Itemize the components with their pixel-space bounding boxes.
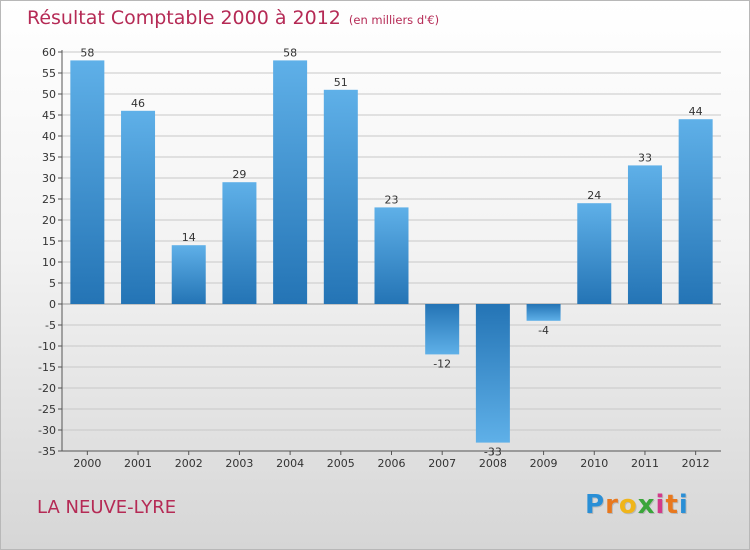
x-tick-label: 2004 [276, 457, 304, 470]
bar-2010 [577, 203, 612, 304]
y-tick-label: -5 [45, 319, 56, 332]
x-tick-label: 2006 [378, 457, 406, 470]
value-label-2004: 58 [283, 46, 297, 59]
value-label-2006: 23 [385, 193, 399, 206]
bar-2012 [678, 119, 713, 304]
y-tick-label: -10 [38, 340, 56, 353]
y-tick-label: -30 [38, 424, 56, 437]
axes-group: 605550454035302520151050-5-10-15-20-25-3… [38, 46, 721, 470]
logo-letter: t [665, 490, 679, 520]
y-tick-label: -15 [38, 361, 56, 374]
y-tick-label: 5 [49, 277, 56, 290]
bar-2003 [222, 182, 257, 304]
value-label-2008: -33 [484, 446, 502, 459]
y-tick-label: 25 [42, 193, 56, 206]
value-label-2001: 46 [131, 97, 145, 110]
title-text: Résultat Comptable 2000 à 2012 [27, 7, 341, 29]
value-label-2011: 33 [638, 151, 652, 164]
value-label-2012: 44 [689, 105, 703, 118]
y-tick-label: 0 [49, 298, 56, 311]
value-label-2002: 14 [182, 231, 196, 244]
y-tick-label: -20 [38, 382, 56, 395]
value-label-2007: -12 [433, 357, 451, 370]
bar-2007 [425, 304, 460, 355]
value-label-2005: 51 [334, 76, 348, 89]
y-tick-label: 30 [42, 172, 56, 185]
proxiti-logo: Proxiti [585, 490, 689, 520]
bar-2000 [70, 60, 105, 305]
y-tick-label: 15 [42, 235, 56, 248]
logo-letter: P [585, 490, 606, 520]
labels-group: 58 46 14 29 58 51 23 -12 -33 -4 24 33 44 [80, 46, 702, 458]
logo-letter: i [678, 490, 689, 520]
bar-2004 [273, 60, 308, 305]
y-tick-label: 45 [42, 109, 56, 122]
y-tick-label: -35 [38, 445, 56, 458]
bar-2011 [627, 165, 662, 304]
bar-2001 [121, 110, 156, 304]
logo-letter: i [655, 490, 666, 520]
bar-2008 [475, 304, 510, 443]
y-tick-label: 50 [42, 88, 56, 101]
bar-2009 [526, 304, 561, 321]
x-tick-label: 2001 [124, 457, 152, 470]
y-tick-label: 40 [42, 130, 56, 143]
y-tick-label: 60 [42, 46, 56, 59]
x-tick-label: 2005 [327, 457, 355, 470]
x-tick-label: 2011 [631, 457, 659, 470]
bar-2006 [374, 207, 409, 304]
bars-group [70, 60, 713, 443]
x-tick-label: 2007 [428, 457, 456, 470]
y-tick-label: 35 [42, 151, 56, 164]
x-tick-label: 2012 [682, 457, 710, 470]
value-label-2010: 24 [587, 189, 601, 202]
logo-letter: x [637, 490, 656, 520]
x-tick-label: 2010 [580, 457, 608, 470]
value-label-2009: -4 [538, 324, 549, 337]
location-name: LA NEUVE-LYRE [37, 497, 177, 518]
y-tick-label: 55 [42, 67, 56, 80]
bar-2005 [323, 89, 358, 304]
x-tick-label: 2000 [73, 457, 101, 470]
x-tick-label: 2003 [225, 457, 253, 470]
title-unit: (en milliers d'€) [348, 13, 440, 27]
y-tick-label: 20 [42, 214, 56, 227]
bar-2002 [171, 245, 206, 304]
y-tick-label: -25 [38, 403, 56, 416]
x-tick-label: 2008 [479, 457, 507, 470]
logo-letter: r [605, 490, 619, 520]
x-tick-label: 2002 [175, 457, 203, 470]
chart-title: Résultat Comptable 2000 à 2012 (en millie… [27, 7, 439, 29]
x-tick-label: 2009 [530, 457, 558, 470]
logo-letter: o [618, 490, 638, 520]
value-label-2000: 58 [80, 46, 94, 59]
value-label-2003: 29 [232, 168, 246, 181]
y-tick-label: 10 [42, 256, 56, 269]
